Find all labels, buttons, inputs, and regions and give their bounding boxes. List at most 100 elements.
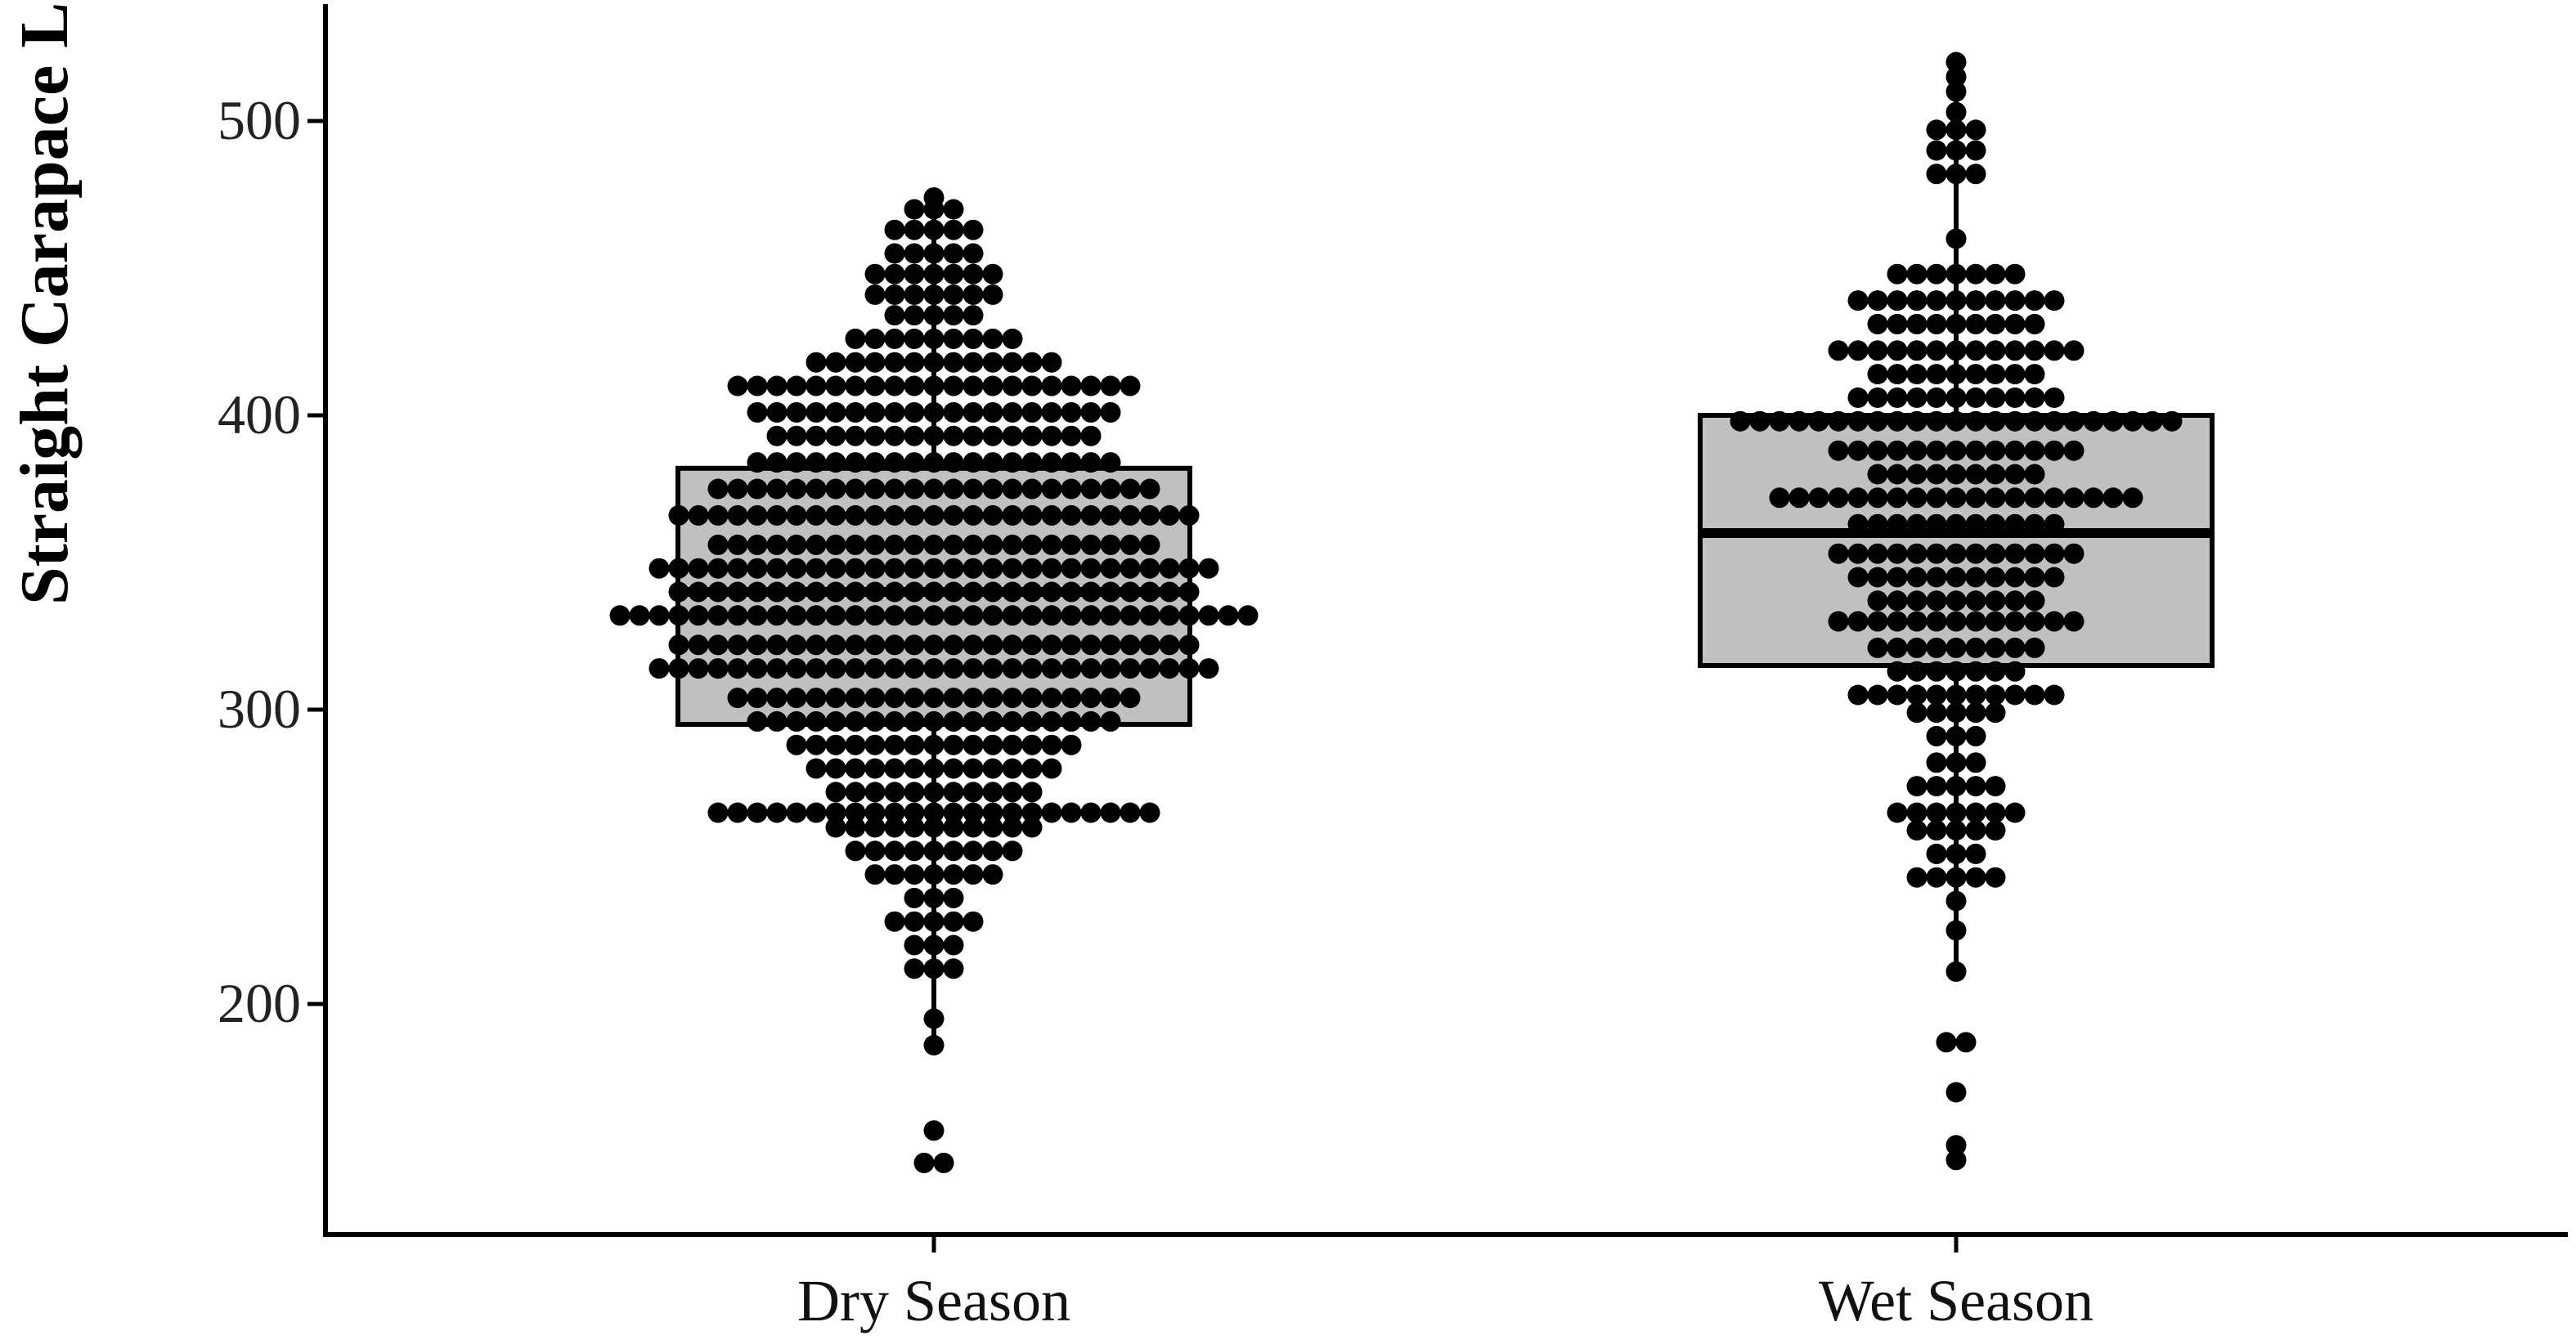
data-point — [904, 199, 925, 220]
data-point — [668, 558, 689, 579]
data-point — [1159, 605, 1180, 626]
data-point — [923, 605, 945, 626]
data-point — [2044, 543, 2065, 564]
data-point — [1139, 634, 1160, 656]
data-point — [923, 375, 945, 397]
data-point — [1945, 725, 1967, 746]
data-point — [923, 1120, 945, 1141]
data-point — [1945, 1150, 1967, 1171]
data-point — [1080, 401, 1102, 423]
data-point — [1936, 1032, 1957, 1053]
data-point — [864, 802, 886, 823]
data-point — [904, 504, 925, 526]
data-point — [707, 534, 729, 555]
data-point — [2004, 661, 2026, 682]
data-point — [1021, 504, 1043, 526]
data-point — [1120, 658, 1141, 679]
data-point — [904, 284, 925, 305]
data-point — [982, 734, 1003, 755]
data-point — [688, 634, 709, 656]
data-point — [1965, 776, 1986, 797]
data-point — [1847, 440, 1869, 461]
data-point — [668, 634, 689, 656]
data-point — [884, 710, 905, 732]
data-point — [864, 375, 886, 397]
data-point — [806, 534, 827, 555]
data-point — [1828, 611, 1849, 632]
data-point — [963, 284, 984, 305]
data-point — [943, 219, 964, 240]
data-point — [1945, 228, 1967, 249]
data-point — [1926, 513, 1947, 535]
data-point — [825, 605, 846, 626]
data-point — [1965, 684, 1986, 706]
data-point — [707, 581, 729, 603]
data-point — [923, 782, 945, 803]
data-point — [1021, 452, 1043, 473]
data-point — [1985, 661, 2006, 682]
data-point — [1867, 364, 1888, 385]
data-point — [2083, 487, 2104, 509]
data-point — [2024, 410, 2045, 432]
data-point — [884, 352, 905, 373]
data-point — [845, 658, 866, 679]
data-point — [2044, 567, 2065, 588]
data-point — [2004, 543, 2026, 564]
data-point — [923, 243, 945, 264]
data-point — [1965, 410, 1986, 432]
data-point — [904, 534, 925, 555]
data-point — [786, 478, 807, 500]
data-point — [1061, 710, 1082, 732]
data-point — [1061, 504, 1082, 526]
data-point — [884, 401, 905, 423]
data-point — [943, 605, 964, 626]
data-point — [1965, 464, 1986, 485]
data-point — [1985, 440, 2006, 461]
data-point — [1955, 1032, 1977, 1053]
data-point — [845, 504, 866, 526]
data-point — [923, 305, 945, 326]
data-point — [982, 710, 1003, 732]
data-point — [1926, 290, 1947, 311]
data-point — [884, 425, 905, 446]
data-point — [1120, 375, 1141, 397]
data-point — [1965, 843, 1986, 864]
data-point — [923, 911, 945, 932]
data-point — [1100, 558, 1121, 579]
data-point — [1965, 661, 1986, 682]
data-point — [864, 688, 886, 709]
data-point — [1965, 290, 1986, 311]
data-point — [1120, 605, 1141, 626]
data-point — [2044, 611, 2065, 632]
data-point — [904, 425, 925, 446]
data-point — [1965, 567, 1986, 588]
data-point — [2044, 440, 2065, 461]
data-point — [825, 352, 846, 373]
data-point — [1061, 401, 1082, 423]
data-point — [845, 478, 866, 500]
data-point — [825, 504, 846, 526]
data-point — [904, 605, 925, 626]
data-point — [1985, 464, 2006, 485]
data-point — [943, 534, 964, 555]
data-point — [1061, 452, 1082, 473]
data-point — [1100, 581, 1121, 603]
data-point — [1945, 66, 1967, 87]
data-point — [963, 305, 984, 326]
data-point — [943, 734, 964, 755]
data-point — [1041, 534, 1062, 555]
data-point — [1100, 710, 1121, 732]
data-point — [2044, 387, 2065, 408]
data-point — [2063, 611, 2085, 632]
data-point — [845, 352, 866, 373]
data-point — [1080, 375, 1102, 397]
data-point — [1945, 263, 1967, 285]
data-point — [1100, 802, 1121, 823]
data-point — [825, 375, 846, 397]
data-point — [2024, 364, 2045, 385]
data-point — [1965, 263, 1986, 285]
data-point — [2004, 637, 2026, 658]
data-point — [884, 243, 905, 264]
data-point — [1021, 634, 1043, 656]
